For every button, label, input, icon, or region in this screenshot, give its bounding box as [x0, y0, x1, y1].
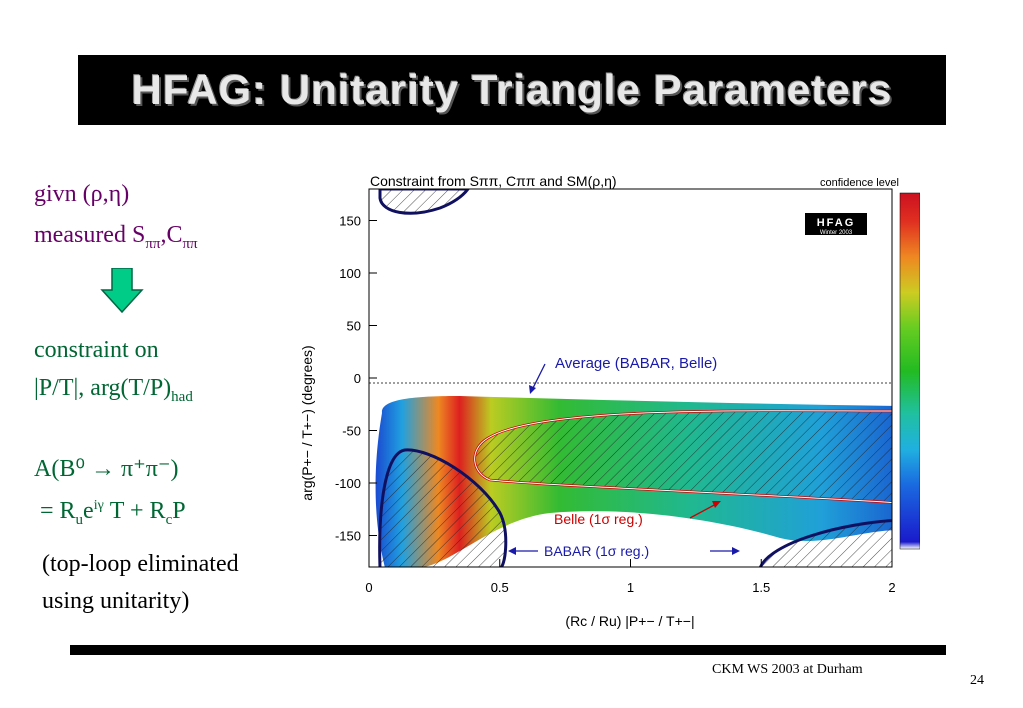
title-banner: HFAG: Unitarity Triangle Parameters — [78, 55, 946, 125]
y-tick-label: -150 — [335, 529, 361, 544]
babar-region-left — [378, 448, 508, 567]
x-tick-label: 2 — [888, 580, 895, 595]
x-tick-label: 0 — [365, 580, 372, 595]
measured-sub1: ππ — [145, 235, 161, 252]
belle-annotation: Belle (1σ reg.) — [554, 511, 643, 527]
pt-ratio-sub: had — [171, 388, 193, 405]
note-text-2: using unitarity) — [42, 587, 189, 615]
chart-title-row: Constraint from Sππ, Cππ and SM(ρ,η) con… — [370, 173, 899, 189]
y-tick-label: 0 — [354, 371, 361, 386]
belle-contour-highlight — [474, 410, 892, 504]
belle-arrow — [689, 502, 719, 519]
decomp-d: P — [172, 498, 186, 524]
note-text-1: (top-loop eliminated — [42, 550, 239, 578]
measured-label: measured S — [34, 222, 146, 248]
bottom-decoration-band — [70, 645, 946, 655]
pt-ratio-label: |P/T|, arg(T/P) — [34, 375, 172, 401]
measured-comma: ,C — [160, 222, 183, 248]
y-tick-label: -100 — [335, 476, 361, 491]
note-line-2: using unitarity) — [42, 588, 190, 614]
slide-title: HFAG: Unitarity Triangle Parameters — [131, 66, 893, 113]
decomposition-text: = Rueiγ T + RcP — [40, 492, 186, 534]
decomp-c: T + R — [103, 498, 166, 524]
babar-arrowhead-right — [732, 547, 740, 555]
hfag-logo: HFAG Winter 2003 — [805, 213, 867, 236]
plot-region — [369, 189, 892, 567]
given-line: givn (ρ,η) — [34, 181, 130, 207]
chart-title: Constraint from Sππ, Cππ and SM(ρ,η) — [370, 173, 617, 189]
y-tick-label: -50 — [342, 424, 361, 439]
down-arrow-icon — [100, 268, 144, 314]
decomp-a: = R — [40, 498, 76, 524]
babar-arrowhead-left — [508, 547, 516, 555]
footer-conference: CKM WS 2003 at Durham — [712, 662, 863, 677]
decomp-sup: iγ — [93, 498, 104, 513]
belle-arrowhead — [712, 501, 721, 508]
logo-subtext: Winter 2003 — [820, 230, 853, 236]
y-tick-label: 150 — [339, 214, 361, 229]
decomp-sub-u: u — [75, 511, 84, 528]
x-tick-label: 0.5 — [491, 580, 509, 595]
page-number: 24 — [970, 673, 984, 688]
pt-ratio-text: |P/T|, arg(T/P)had — [34, 374, 193, 411]
colorbar-caption: confidence level — [820, 177, 899, 189]
axis-ticks: 00.511.52150100500-50-100-15010.90.80.70… — [335, 214, 896, 596]
decomp-sub-c: c — [165, 511, 173, 528]
babar-region-top — [378, 189, 470, 215]
x-axis-label: (Rc / Ru) |P+− / T+−| — [565, 613, 694, 629]
x-tick-label: 1 — [627, 580, 634, 595]
babar-region-right — [758, 519, 892, 567]
constraint-line: constraint on — [34, 337, 159, 363]
note-line-1: (top-loop eliminated — [42, 551, 239, 577]
colorbar — [899, 192, 920, 550]
y-tick-label: 50 — [347, 319, 361, 334]
measured-text: measured Sππ,Cππ — [34, 221, 198, 258]
y-axis-label: arg(P+− / T+−) (degrees) — [300, 345, 315, 500]
constraint-text: constraint on — [34, 336, 159, 364]
amplitude-line: A(B⁰ → π⁺π⁻) — [34, 456, 179, 482]
logo-text: HFAG — [817, 217, 856, 229]
given-text: givn (ρ,η) — [34, 180, 129, 208]
x-tick-label: 1.5 — [752, 580, 770, 595]
y-tick-label: 100 — [339, 266, 361, 281]
amplitude-text: A(B⁰ → π⁺π⁻) — [34, 455, 179, 483]
decomp-b: e — [83, 498, 94, 524]
measured-sub2: ππ — [182, 235, 198, 252]
average-annotation: Average (BABAR, Belle) — [555, 355, 717, 372]
average-arrow — [531, 363, 546, 391]
cl-heatmap-chart: Constraint from Sππ, Cππ and SM(ρ,η) con… — [300, 173, 920, 629]
babar-annotation: BABAR (1σ reg.) — [544, 543, 649, 559]
annotations: Average (BABAR, Belle) Belle (1σ reg.) B… — [508, 355, 740, 559]
average-arrowhead — [529, 385, 536, 394]
